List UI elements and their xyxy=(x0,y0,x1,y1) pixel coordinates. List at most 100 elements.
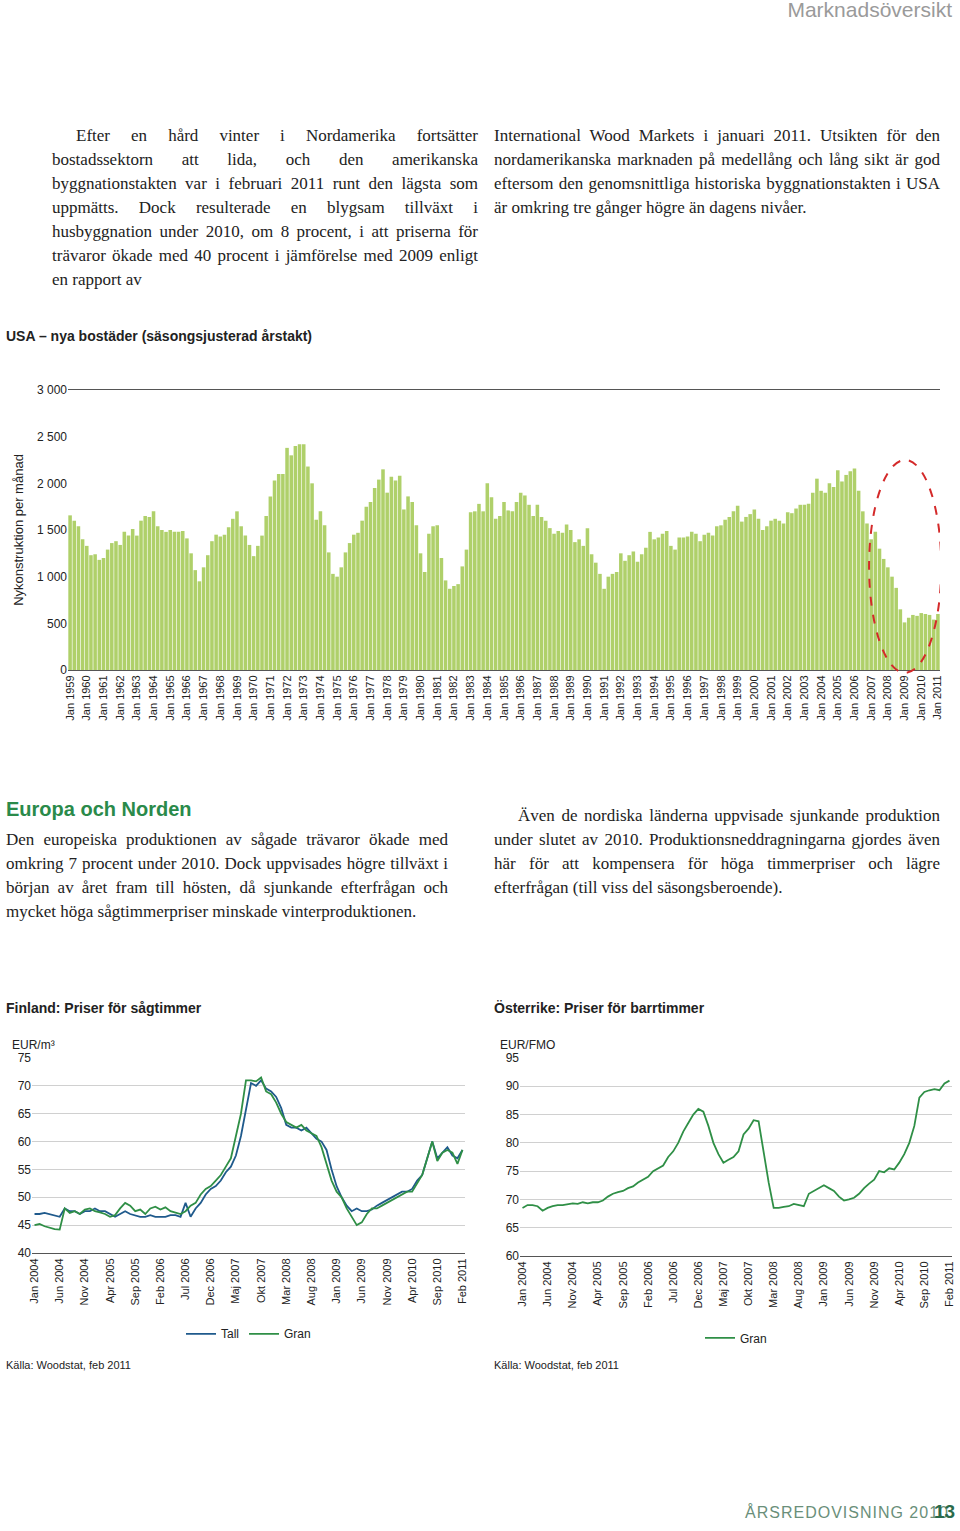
svg-text:50: 50 xyxy=(18,1190,32,1204)
svg-text:Aug 2008: Aug 2008 xyxy=(792,1261,804,1308)
svg-text:Jan 1959: Jan 1959 xyxy=(64,675,76,720)
svg-text:Gran: Gran xyxy=(284,1327,311,1341)
svg-text:Jan 2011: Jan 2011 xyxy=(931,675,943,719)
svg-text:Jan 1963: Jan 1963 xyxy=(130,675,142,720)
svg-text:Aug 2008: Aug 2008 xyxy=(305,1258,317,1305)
svg-text:Dec 2006: Dec 2006 xyxy=(692,1261,704,1308)
svg-text:Jan 1962: Jan 1962 xyxy=(114,675,126,720)
svg-text:Jan 1998: Jan 1998 xyxy=(715,675,727,720)
svg-text:Maj 2007: Maj 2007 xyxy=(229,1258,241,1303)
svg-text:Jun 2009: Jun 2009 xyxy=(843,1261,855,1306)
svg-text:Apr 2010: Apr 2010 xyxy=(406,1258,418,1303)
svg-text:500: 500 xyxy=(47,617,67,631)
svg-text:Jan 1994: Jan 1994 xyxy=(648,675,660,720)
svg-text:Jan 1975: Jan 1975 xyxy=(331,675,343,720)
svg-text:Jan 2009: Jan 2009 xyxy=(817,1261,829,1306)
svg-text:Jan 2009: Jan 2009 xyxy=(898,675,910,720)
svg-text:Jul 2006: Jul 2006 xyxy=(179,1258,191,1300)
svg-text:Jan 1982: Jan 1982 xyxy=(448,675,460,720)
svg-text:Jan 1976: Jan 1976 xyxy=(347,675,359,720)
svg-text:Jan 1979: Jan 1979 xyxy=(397,675,409,720)
svg-text:Gran: Gran xyxy=(740,1332,767,1346)
svg-text:Jan 1966: Jan 1966 xyxy=(180,675,192,720)
svg-text:Mar 2008: Mar 2008 xyxy=(280,1258,292,1304)
svg-text:Jan 2010: Jan 2010 xyxy=(915,675,927,720)
svg-text:Sep 2010: Sep 2010 xyxy=(918,1261,930,1308)
svg-text:Jan 1977: Jan 1977 xyxy=(364,675,376,720)
svg-text:Jan 2009: Jan 2009 xyxy=(330,1258,342,1303)
svg-text:Jun 2004: Jun 2004 xyxy=(53,1258,65,1303)
svg-text:Jan 2002: Jan 2002 xyxy=(781,675,793,720)
svg-text:Jan 1980: Jan 1980 xyxy=(414,675,426,720)
svg-text:Jan 1970: Jan 1970 xyxy=(247,675,259,720)
svg-text:60: 60 xyxy=(506,1249,520,1263)
svg-text:Sep 2005: Sep 2005 xyxy=(129,1258,141,1305)
svg-text:Feb 2011: Feb 2011 xyxy=(456,1258,468,1304)
svg-text:Jun 2009: Jun 2009 xyxy=(355,1258,367,1303)
svg-text:Sep 2005: Sep 2005 xyxy=(617,1261,629,1308)
svg-text:Jan 2000: Jan 2000 xyxy=(748,675,760,720)
svg-text:Feb 2006: Feb 2006 xyxy=(154,1258,166,1304)
svg-text:55: 55 xyxy=(18,1163,32,1177)
svg-text:65: 65 xyxy=(18,1107,32,1121)
svg-text:Feb 2011: Feb 2011 xyxy=(943,1261,955,1307)
svg-text:1 500: 1 500 xyxy=(37,523,67,537)
svg-text:Jan 1965: Jan 1965 xyxy=(164,675,176,720)
svg-text:40: 40 xyxy=(18,1246,32,1260)
svg-text:Jan 1961: Jan 1961 xyxy=(97,675,109,720)
svg-text:70: 70 xyxy=(506,1193,520,1207)
svg-text:Nov 2009: Nov 2009 xyxy=(868,1261,880,1308)
svg-text:Jan 1964: Jan 1964 xyxy=(147,675,159,720)
svg-text:EUR/FMO: EUR/FMO xyxy=(500,1038,555,1052)
svg-text:Mar 2008: Mar 2008 xyxy=(767,1261,779,1307)
svg-text:Nov 2004: Nov 2004 xyxy=(78,1258,90,1305)
svg-text:Jan 1978: Jan 1978 xyxy=(381,675,393,720)
svg-text:Nov 2009: Nov 2009 xyxy=(381,1258,393,1305)
svg-text:3 000: 3 000 xyxy=(37,383,67,397)
svg-text:Jan 1983: Jan 1983 xyxy=(464,675,476,720)
svg-text:Apr 2005: Apr 2005 xyxy=(104,1258,116,1303)
svg-text:Jan 1996: Jan 1996 xyxy=(681,675,693,720)
svg-text:Tall: Tall xyxy=(221,1327,239,1341)
svg-text:70: 70 xyxy=(18,1079,32,1093)
svg-text:Maj 2007: Maj 2007 xyxy=(717,1261,729,1306)
svg-text:90: 90 xyxy=(506,1079,520,1093)
svg-text:1 000: 1 000 xyxy=(37,570,67,584)
svg-text:Jan 1972: Jan 1972 xyxy=(281,675,293,720)
svg-text:Jan 1988: Jan 1988 xyxy=(548,675,560,720)
svg-text:65: 65 xyxy=(506,1221,520,1235)
svg-text:Jan 1968: Jan 1968 xyxy=(214,675,226,720)
svg-text:Jan 2006: Jan 2006 xyxy=(848,675,860,720)
svg-text:Jan 2004: Jan 2004 xyxy=(815,675,827,720)
svg-text:Nykonstruktion per månad: Nykonstruktion per månad xyxy=(11,454,26,606)
svg-text:Jan 1995: Jan 1995 xyxy=(664,675,676,720)
svg-text:Jan 2003: Jan 2003 xyxy=(798,675,810,720)
svg-text:Jan 1990: Jan 1990 xyxy=(581,675,593,720)
svg-text:60: 60 xyxy=(18,1135,32,1149)
svg-text:Okt 2007: Okt 2007 xyxy=(742,1261,754,1306)
svg-text:Apr 2005: Apr 2005 xyxy=(591,1261,603,1306)
svg-text:Dec 2006: Dec 2006 xyxy=(204,1258,216,1305)
svg-text:45: 45 xyxy=(18,1218,32,1232)
svg-text:Okt 2007: Okt 2007 xyxy=(255,1258,267,1303)
svg-text:Jan 2004: Jan 2004 xyxy=(28,1258,40,1303)
svg-text:Feb 2006: Feb 2006 xyxy=(642,1261,654,1307)
svg-text:Jan 1999: Jan 1999 xyxy=(731,675,743,720)
svg-text:Jan 1987: Jan 1987 xyxy=(531,675,543,720)
svg-text:0: 0 xyxy=(60,663,67,677)
svg-text:Jan 1981: Jan 1981 xyxy=(431,675,443,720)
svg-text:Jan 1993: Jan 1993 xyxy=(631,675,643,720)
svg-text:75: 75 xyxy=(506,1164,520,1178)
svg-text:85: 85 xyxy=(506,1108,520,1122)
svg-text:Jan 1997: Jan 1997 xyxy=(698,675,710,720)
svg-text:Jul 2006: Jul 2006 xyxy=(667,1261,679,1303)
svg-text:Jan 2008: Jan 2008 xyxy=(881,675,893,720)
svg-text:75: 75 xyxy=(18,1051,32,1065)
svg-text:Apr 2010: Apr 2010 xyxy=(893,1261,905,1306)
svg-text:Jan 1971: Jan 1971 xyxy=(264,675,276,720)
svg-text:Jan 1989: Jan 1989 xyxy=(564,675,576,720)
svg-text:Jan 2007: Jan 2007 xyxy=(865,675,877,720)
svg-text:Jan 1967: Jan 1967 xyxy=(197,675,209,720)
svg-text:Jan 1960: Jan 1960 xyxy=(80,675,92,720)
svg-text:2 500: 2 500 xyxy=(37,430,67,444)
